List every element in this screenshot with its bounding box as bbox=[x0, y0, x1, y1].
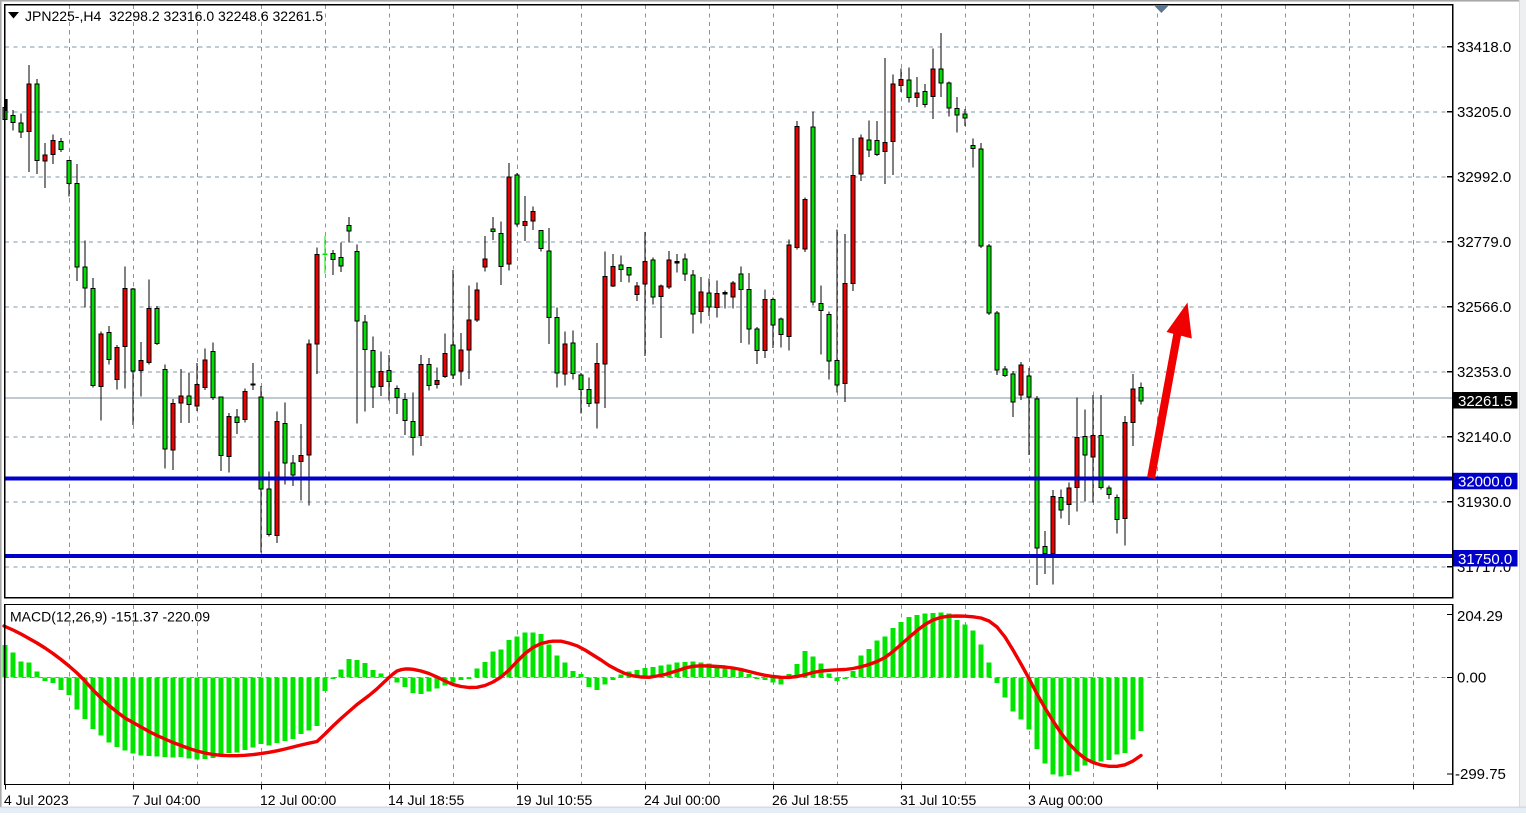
svg-text:32261.5: 32261.5 bbox=[1458, 393, 1512, 410]
svg-text:19 Jul 10:55: 19 Jul 10:55 bbox=[516, 792, 592, 808]
svg-text:33418.0: 33418.0 bbox=[1457, 39, 1511, 56]
svg-text:JPN225-,H4 32298.2 32316.0 32: JPN225-,H4 32298.2 32316.0 32248.6 32261… bbox=[25, 8, 323, 24]
svg-text:4 Jul 2023: 4 Jul 2023 bbox=[4, 792, 69, 808]
svg-text:32353.0: 32353.0 bbox=[1457, 364, 1511, 381]
svg-text:0.00: 0.00 bbox=[1457, 670, 1486, 687]
svg-text:26 Jul 18:55: 26 Jul 18:55 bbox=[772, 792, 848, 808]
svg-text:33205.0: 33205.0 bbox=[1457, 104, 1511, 121]
svg-text:32000.0: 32000.0 bbox=[1458, 474, 1512, 491]
svg-text:31 Jul 10:55: 31 Jul 10:55 bbox=[900, 792, 976, 808]
svg-text:24 Jul 00:00: 24 Jul 00:00 bbox=[644, 792, 720, 808]
svg-text:32779.0: 32779.0 bbox=[1457, 234, 1511, 251]
svg-text:204.29: 204.29 bbox=[1457, 608, 1503, 625]
svg-text:31750.0: 31750.0 bbox=[1458, 551, 1512, 568]
svg-text:32992.0: 32992.0 bbox=[1457, 169, 1511, 186]
svg-text:3 Aug 00:00: 3 Aug 00:00 bbox=[1028, 792, 1103, 808]
svg-text:-299.75: -299.75 bbox=[1455, 766, 1506, 783]
svg-text:MACD(12,26,9) -151.37 -220.09: MACD(12,26,9) -151.37 -220.09 bbox=[10, 609, 210, 625]
svg-text:32566.0: 32566.0 bbox=[1457, 299, 1511, 316]
svg-text:14 Jul 18:55: 14 Jul 18:55 bbox=[388, 792, 464, 808]
svg-text:32140.0: 32140.0 bbox=[1457, 429, 1511, 446]
svg-text:31930.0: 31930.0 bbox=[1457, 494, 1511, 511]
svg-text:12 Jul 00:00: 12 Jul 00:00 bbox=[260, 792, 336, 808]
svg-text:7 Jul 04:00: 7 Jul 04:00 bbox=[132, 792, 201, 808]
